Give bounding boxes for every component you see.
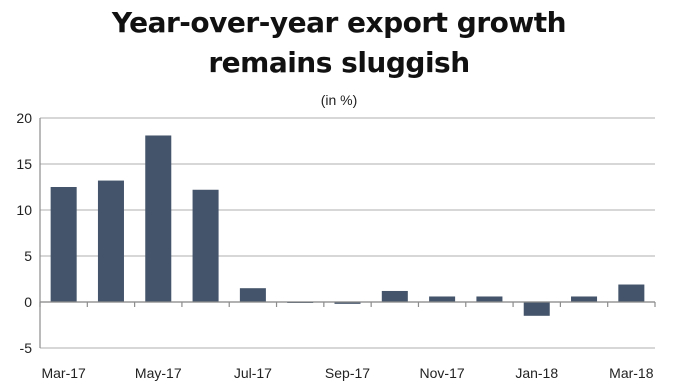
bar bbox=[50, 187, 77, 302]
chart-title-line-2: remains sluggish bbox=[208, 46, 470, 79]
bar bbox=[239, 288, 266, 302]
y-tick-label: 15 bbox=[16, 156, 32, 172]
y-tick-label: 0 bbox=[24, 294, 32, 310]
x-tick-label: Sep-17 bbox=[325, 365, 370, 381]
bar bbox=[523, 302, 550, 316]
x-tick-label: Mar-18 bbox=[609, 365, 654, 381]
x-tick-label: Mar-17 bbox=[41, 365, 86, 381]
x-tick-label: Jan-18 bbox=[515, 365, 558, 381]
bar bbox=[145, 135, 172, 302]
x-tick-label: Jul-17 bbox=[234, 365, 272, 381]
bar bbox=[571, 296, 598, 302]
chart-subtitle: (in %) bbox=[320, 92, 358, 108]
y-tick-label: 20 bbox=[16, 110, 32, 126]
bar bbox=[334, 302, 361, 304]
bar bbox=[618, 284, 645, 302]
y-tick-label: -5 bbox=[20, 340, 33, 356]
x-tick-label: May-17 bbox=[135, 365, 182, 381]
bar bbox=[97, 180, 124, 302]
bar bbox=[192, 189, 219, 302]
y-tick-label: 10 bbox=[16, 202, 32, 218]
bar bbox=[429, 296, 456, 302]
y-tick-label: 5 bbox=[24, 248, 32, 264]
bar bbox=[476, 296, 503, 302]
bar bbox=[381, 290, 408, 302]
x-tick-label: Nov-17 bbox=[420, 365, 465, 381]
chart-title-line-1: Year-over-year export growth bbox=[111, 6, 567, 39]
